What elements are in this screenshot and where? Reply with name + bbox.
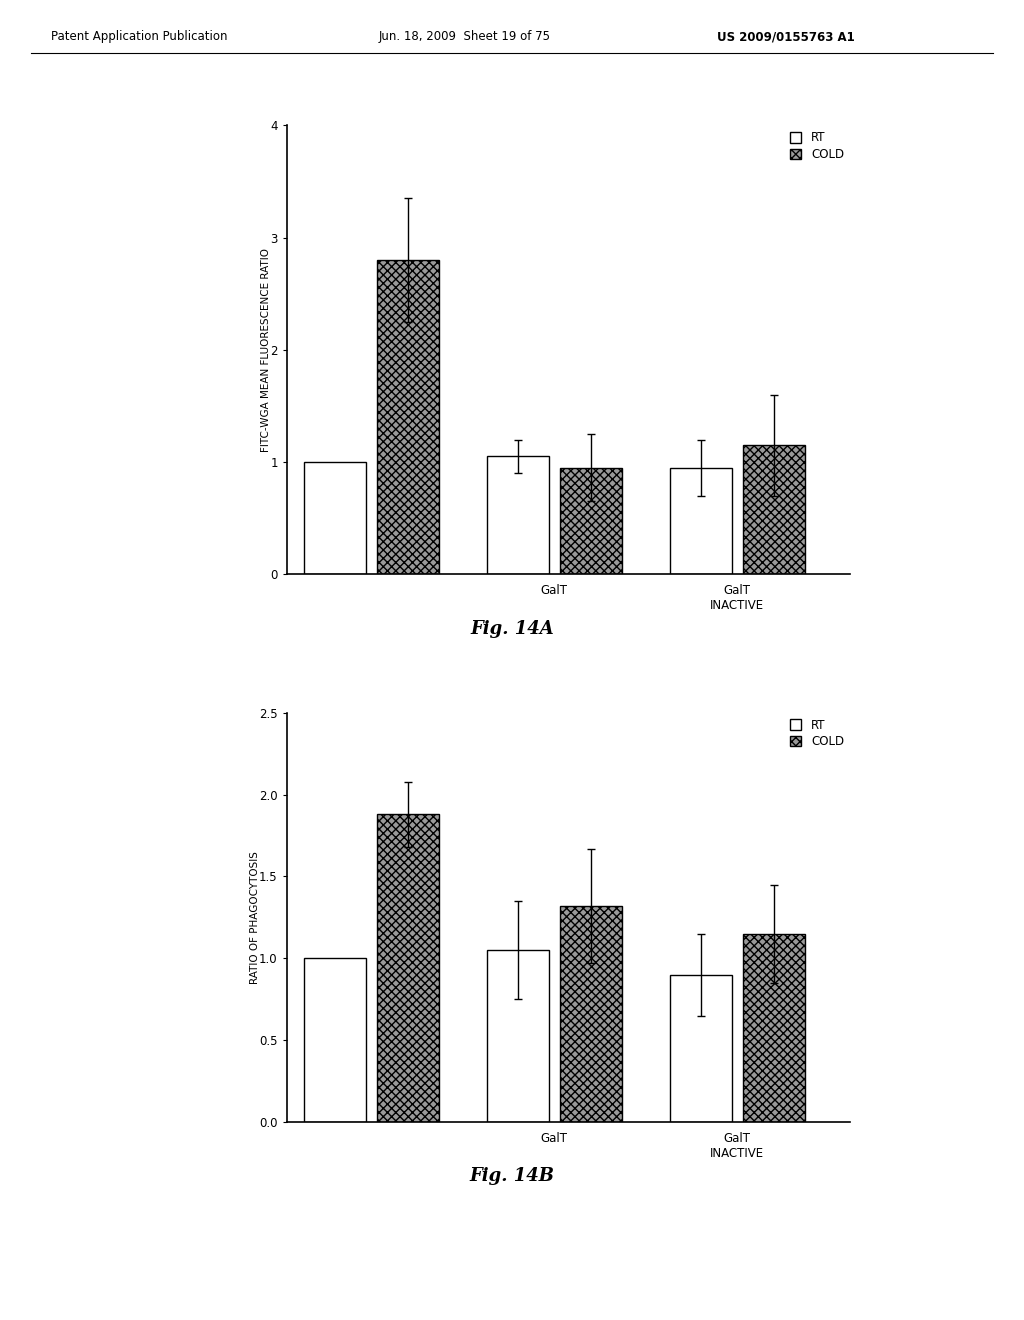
Bar xyxy=(304,462,366,574)
Text: Patent Application Publication: Patent Application Publication xyxy=(51,30,227,44)
Text: Jun. 18, 2009  Sheet 19 of 75: Jun. 18, 2009 Sheet 19 of 75 xyxy=(379,30,551,44)
Bar xyxy=(670,467,732,574)
Text: Fig. 14B: Fig. 14B xyxy=(469,1167,555,1185)
Y-axis label: RATIO OF PHAGOCYTOSIS: RATIO OF PHAGOCYTOSIS xyxy=(250,851,260,983)
Bar xyxy=(486,457,549,574)
Bar xyxy=(743,445,805,574)
Text: US 2009/0155763 A1: US 2009/0155763 A1 xyxy=(717,30,855,44)
Bar xyxy=(560,467,622,574)
Bar xyxy=(304,958,366,1122)
Bar xyxy=(486,950,549,1122)
Bar xyxy=(670,974,732,1122)
Legend: RT, COLD: RT, COLD xyxy=(790,131,844,161)
Bar xyxy=(743,933,805,1122)
Bar xyxy=(560,906,622,1122)
Y-axis label: FITC-WGA MEAN FLUORESCENCE RATIO: FITC-WGA MEAN FLUORESCENCE RATIO xyxy=(261,248,271,451)
Text: Fig. 14A: Fig. 14A xyxy=(470,619,554,638)
Legend: RT, COLD: RT, COLD xyxy=(790,718,844,748)
Bar xyxy=(377,814,439,1122)
Bar xyxy=(377,260,439,574)
